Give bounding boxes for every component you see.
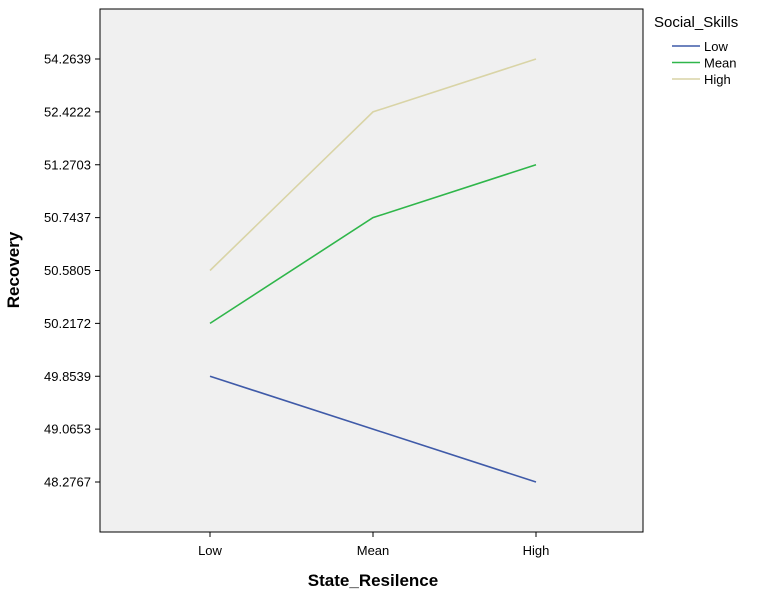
legend-label-high: High [704,72,731,87]
y-tick-label: 51.2703 [44,157,91,172]
y-tick-label: 48.2767 [44,475,91,490]
x-tick-label: Low [198,543,222,558]
x-axis-ticks: Low Mean High [198,532,549,558]
y-axis-ticks: 48.2767 49.0653 49.8539 50.2172 50.5805 50.74… [44,52,100,490]
y-tick-label: 50.7437 [44,210,91,225]
legend-label-mean: Mean [704,56,737,71]
series-lines [209,58,537,483]
x-tick-label: High [523,543,550,558]
x-axis-title: State_Resilence [308,571,438,590]
series-line-mean [209,163,537,325]
y-tick-label: 50.2172 [44,316,91,331]
y-axis-title: Recovery [4,231,23,308]
y-tick-label: 50.5805 [44,263,91,278]
x-tick-label: Mean [357,543,390,558]
series-line-high [209,58,537,272]
series-line-low [209,375,537,483]
legend-title: Social_Skills [654,14,738,31]
y-tick-label: 54.2639 [44,52,91,67]
y-tick-label: 49.8539 [44,369,91,384]
y-tick-label: 49.0653 [44,422,91,437]
y-tick-label: 52.4222 [44,104,91,119]
plot-area [99,8,644,533]
legend-label-low: Low [704,39,728,54]
